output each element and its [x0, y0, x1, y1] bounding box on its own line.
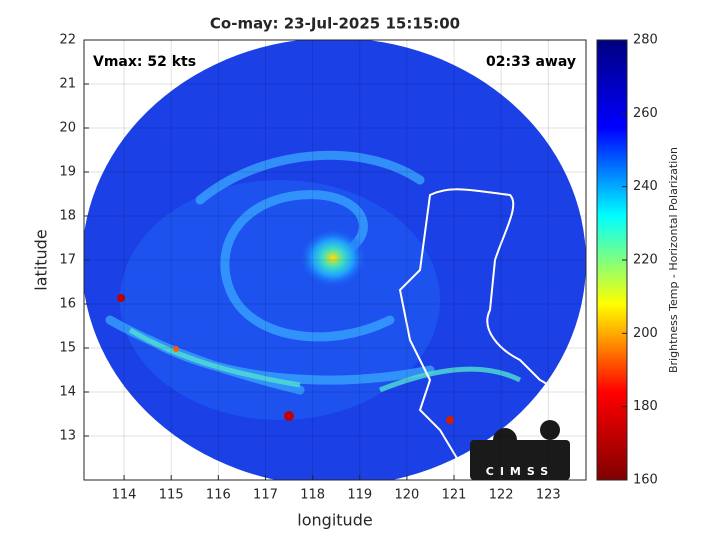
- x-tick-label: 119: [347, 488, 372, 503]
- x-tick-label: 120: [394, 488, 419, 503]
- colorbar-tick-label: 220: [633, 253, 658, 268]
- x-tick-label: 117: [253, 488, 278, 503]
- y-tick-label: 14: [59, 385, 76, 400]
- colorbar-tick-label: 260: [633, 106, 658, 121]
- y-axis-label: latitude: [32, 229, 51, 290]
- y-tick-label: 16: [59, 297, 76, 312]
- x-axis-label: longitude: [297, 511, 372, 530]
- chart-title: Co-may: 23-Jul-2025 15:15:00: [210, 15, 460, 33]
- colorbar-tick-label: 180: [633, 399, 658, 414]
- y-tick-label: 17: [59, 253, 76, 268]
- x-tick-label: 114: [112, 488, 137, 503]
- logo: CIMSS: [470, 420, 570, 480]
- x-tick-label: 116: [206, 488, 231, 503]
- colorbar-tick-label: 280: [633, 33, 658, 48]
- y-tick-label: 13: [59, 429, 76, 444]
- x-tick-label: 122: [489, 488, 514, 503]
- y-tick-label: 21: [59, 77, 76, 92]
- y-tick-label: 19: [59, 165, 76, 180]
- colorbar-tick-label: 240: [633, 179, 658, 194]
- colorbar-label: Brightness Temp - Horizontal Polarizatio…: [667, 147, 680, 373]
- annotation: Vmax: 52 kts: [93, 54, 196, 70]
- x-tick-label: 118: [300, 488, 325, 503]
- x-tick-label: 123: [536, 488, 561, 503]
- logo-text: CIMSS: [486, 465, 554, 478]
- x-tick-label: 121: [442, 488, 467, 503]
- y-tick-label: 18: [59, 209, 76, 224]
- swath: [84, 40, 586, 480]
- y-tick-label: 22: [59, 33, 76, 48]
- annotation: 02:33 away: [486, 54, 576, 70]
- y-tick-label: 15: [59, 341, 76, 356]
- y-tick-label: 20: [59, 121, 76, 136]
- colorbar-tick-label: 200: [633, 326, 658, 341]
- x-tick-label: 115: [159, 488, 184, 503]
- colorbar-tick-label: 160: [633, 473, 658, 488]
